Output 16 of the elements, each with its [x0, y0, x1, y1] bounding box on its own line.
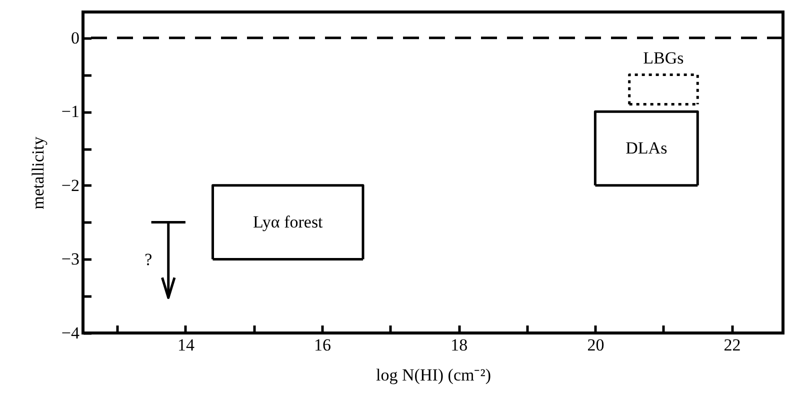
y-tick-label: −2	[61, 176, 80, 195]
series-label: DLAs	[626, 138, 668, 158]
x-axis-title: log N(HI) (cm⁻²)	[376, 366, 491, 384]
y-tick-label: −3	[61, 250, 80, 269]
y-axis-title: metallicity	[28, 136, 48, 210]
series-label: Lyα forest	[252, 212, 324, 232]
x-tick-label: 20	[587, 336, 604, 354]
series-label: LBGs	[643, 48, 684, 68]
y-tick-label: −4	[61, 324, 80, 342]
y-tick-label: 0	[71, 28, 80, 48]
x-tick-label: 14	[177, 336, 195, 354]
x-tick-label: 22	[724, 336, 741, 354]
y-tick-label: −1	[61, 102, 80, 122]
x-tick-label: 18	[450, 336, 468, 354]
x-tick-label: 16	[314, 336, 332, 354]
series-label: ?	[144, 250, 152, 269]
